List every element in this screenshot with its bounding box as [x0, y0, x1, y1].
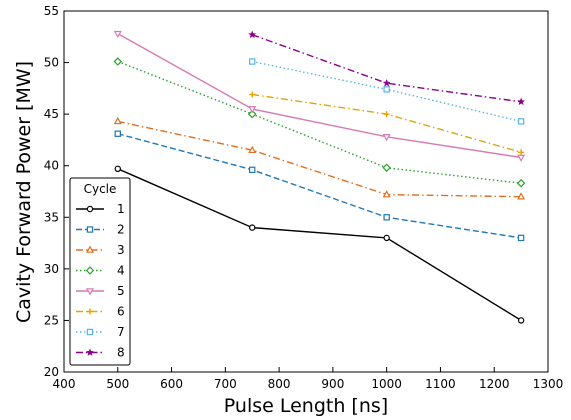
data-point — [382, 134, 391, 142]
y-tick-label: 45 — [44, 107, 59, 121]
plot-frame — [63, 10, 549, 373]
series-line — [117, 60, 522, 184]
x-tick-label: 800 — [268, 377, 291, 391]
data-point — [114, 130, 121, 137]
data-point — [516, 179, 526, 188]
y-tick-label: 50 — [44, 56, 59, 70]
x-tick-label: 900 — [321, 377, 344, 391]
data-point — [249, 166, 256, 174]
data-point — [113, 30, 122, 39]
series-2 — [114, 130, 525, 242]
x-tick-label: 500 — [106, 377, 129, 391]
data-point — [517, 97, 526, 106]
data-point — [383, 234, 390, 242]
legend-label: 4 — [117, 264, 125, 278]
series-3 — [113, 116, 526, 200]
series-line — [251, 34, 522, 103]
legend-label: 1 — [117, 202, 125, 216]
legend-marker — [85, 348, 95, 356]
legend-label: 3 — [117, 243, 125, 257]
x-tick-label: 600 — [160, 377, 183, 391]
x-tick-label: 1000 — [371, 377, 402, 391]
legend-marker — [86, 205, 94, 213]
series-line — [117, 33, 522, 159]
y-tick-label: 25 — [44, 313, 59, 327]
legend: Cycle 1 2 3 4 5 6 7 8 — [69, 177, 131, 366]
series-layer — [113, 30, 526, 324]
data-point — [247, 109, 257, 119]
data-point — [249, 91, 256, 98]
series-4 — [113, 57, 526, 188]
data-point — [517, 192, 526, 200]
y-tick-label: 40 — [44, 159, 59, 173]
legend-marker — [85, 245, 95, 253]
data-point — [113, 116, 122, 125]
x-tick-label: 400 — [53, 377, 76, 391]
legend-title: Cycle — [84, 182, 117, 196]
series-line — [117, 120, 522, 198]
y-axis-label: Cavity Forward Power [MW] — [13, 61, 35, 323]
data-point — [248, 30, 257, 39]
data-point — [113, 57, 123, 66]
y-axis: 20 25 30 35 40 45 50 55 — [44, 4, 69, 379]
x-tick-label: 1300 — [533, 377, 564, 391]
data-point — [383, 86, 390, 93]
series-8 — [248, 30, 526, 106]
data-point — [382, 78, 391, 87]
data-point — [383, 214, 390, 221]
data-point — [383, 111, 390, 118]
y-tick-label: 55 — [44, 4, 59, 18]
y-tick-label: 30 — [44, 262, 59, 276]
data-point — [249, 58, 256, 65]
plot-area — [64, 11, 548, 372]
x-tick-label: 1100 — [425, 377, 456, 391]
x-axis-label: Pulse Length [ns] — [224, 395, 388, 417]
legend-marker — [87, 308, 93, 315]
data-point — [248, 106, 257, 114]
y-tick-label: 20 — [44, 365, 59, 379]
series-7 — [249, 58, 525, 125]
x-tick-label: 1200 — [479, 377, 510, 391]
legend-marker — [86, 328, 94, 336]
data-point — [517, 317, 525, 324]
data-point — [248, 145, 257, 154]
legend-marker — [86, 226, 94, 233]
series-6 — [249, 91, 525, 156]
series-line — [117, 133, 522, 239]
data-point — [517, 118, 525, 125]
data-point — [114, 165, 121, 173]
x-axis: 400 500 600 700 800 900 1000 1100 1200 1300 — [53, 367, 564, 391]
legend-marker — [85, 288, 95, 296]
data-point — [517, 234, 525, 242]
legend-marker — [85, 266, 95, 275]
legend-label: 8 — [117, 346, 125, 360]
series-1 — [114, 165, 525, 324]
data-point — [518, 149, 525, 156]
legend-label: 7 — [117, 325, 125, 339]
legend-box — [69, 177, 131, 366]
data-point — [382, 163, 391, 173]
series-line — [117, 168, 522, 321]
x-tick-label: 700 — [214, 377, 237, 391]
legend-label: 5 — [117, 284, 125, 298]
legend-label: 2 — [117, 223, 125, 237]
data-point — [382, 190, 391, 198]
legend-label: 6 — [117, 305, 125, 319]
y-tick-label: 35 — [44, 210, 59, 224]
data-point — [249, 224, 256, 231]
